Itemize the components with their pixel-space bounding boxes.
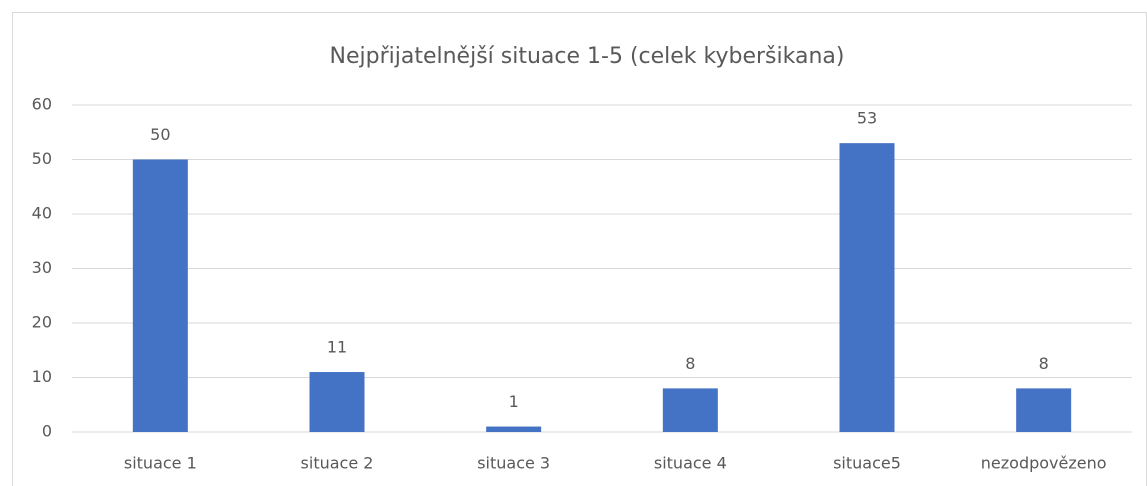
data-label: 8: [1039, 354, 1049, 373]
data-label: 8: [685, 354, 695, 373]
data-label: 53: [857, 109, 877, 128]
chart-title: Nejpřijatelnější situace 1-5 (celek kybe…: [330, 44, 845, 69]
bar: [1016, 388, 1072, 432]
bar: [662, 388, 718, 432]
bar: [486, 426, 542, 432]
x-tick-label: situace 2: [301, 454, 374, 473]
y-tick-label: 40: [32, 204, 52, 223]
data-label: 11: [327, 338, 347, 357]
y-tick-label: 50: [32, 149, 52, 168]
y-tick-label: 30: [32, 258, 52, 277]
bar: [132, 159, 188, 432]
x-tick-label: situace 3: [477, 454, 550, 473]
x-tick-label: situace5: [833, 454, 901, 473]
y-tick-label: 60: [32, 95, 52, 114]
y-tick-label: 20: [32, 313, 52, 332]
data-label: 1: [509, 392, 519, 411]
y-tick-label: 10: [32, 367, 52, 386]
x-tick-label: nezodpovězeno: [981, 454, 1107, 473]
x-tick-label: situace 4: [654, 454, 727, 473]
chart-border: [12, 12, 1147, 486]
bar: [309, 372, 365, 432]
y-tick-label: 0: [42, 422, 52, 441]
data-label: 50: [150, 125, 170, 144]
bar: [839, 143, 895, 432]
x-tick-label: situace 1: [124, 454, 197, 473]
